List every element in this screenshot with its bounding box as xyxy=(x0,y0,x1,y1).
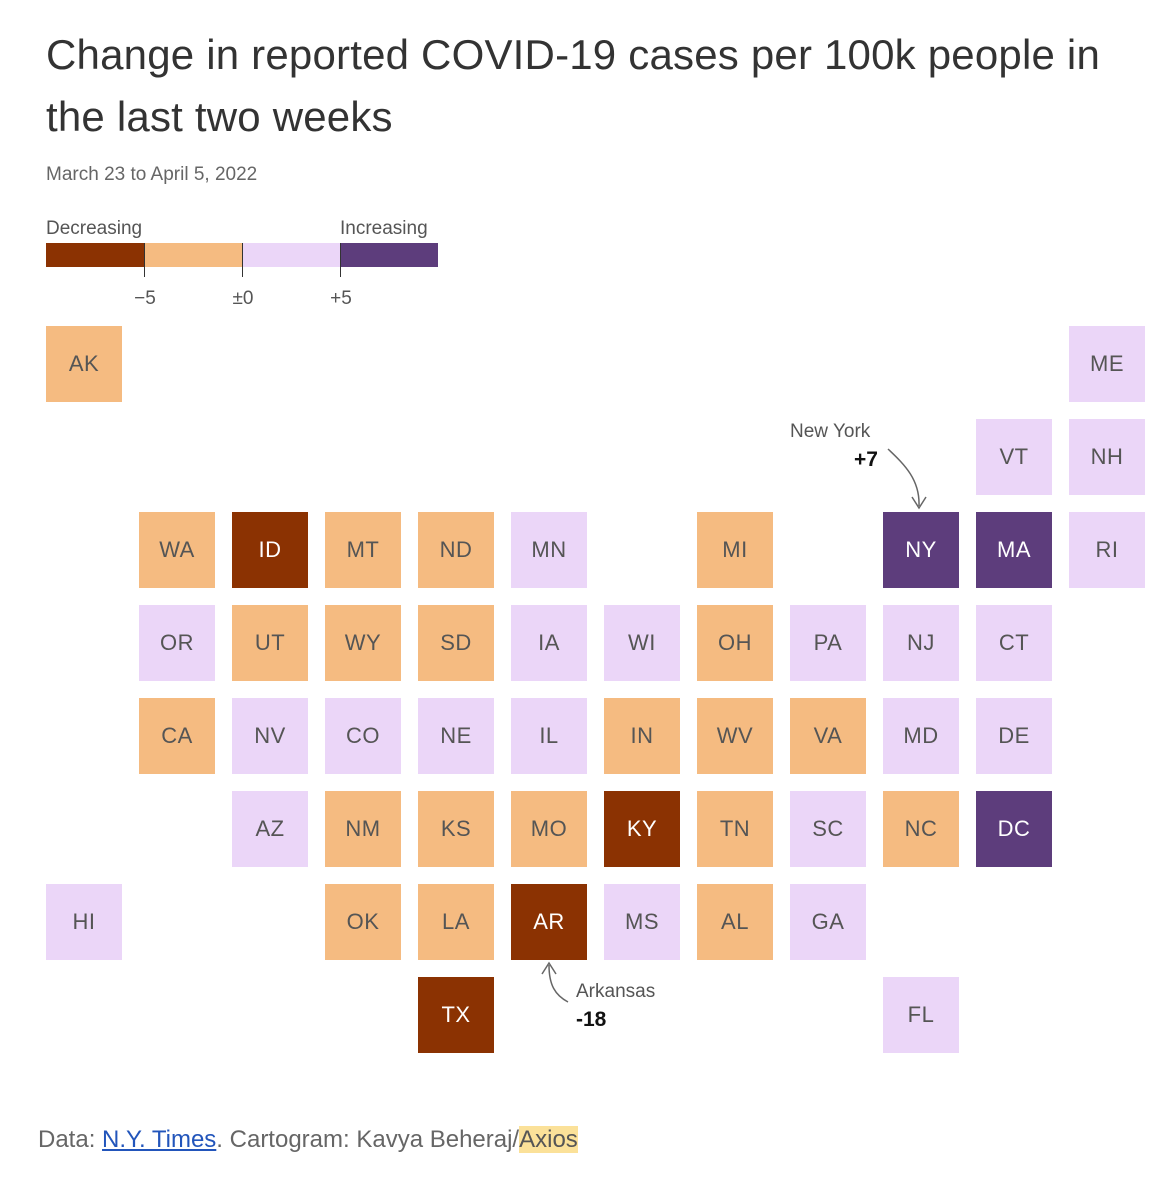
legend-tick-label: +5 xyxy=(330,288,352,309)
state-tile-ma[interactable]: MA xyxy=(976,512,1052,588)
state-tile-nj[interactable]: NJ xyxy=(883,605,959,681)
ny-annotation-arrow xyxy=(887,448,920,507)
state-tile-ia[interactable]: IA xyxy=(511,605,587,681)
state-tile-ct[interactable]: CT xyxy=(976,605,1052,681)
source-prefix: Data: xyxy=(38,1126,103,1153)
state-tile-id[interactable]: ID xyxy=(232,512,308,588)
state-tile-mt[interactable]: MT xyxy=(325,512,401,588)
legend-low-label: Decreasing xyxy=(46,218,143,239)
state-tile-de[interactable]: DE xyxy=(976,698,1052,774)
ny-arrowhead xyxy=(911,496,927,510)
axios-brand-link[interactable]: Axios xyxy=(519,1126,578,1153)
state-tile-tn[interactable]: TN xyxy=(697,791,773,867)
state-tile-ky[interactable]: KY xyxy=(604,791,680,867)
state-tile-vt[interactable]: VT xyxy=(976,419,1052,495)
ar-annotation-arrow xyxy=(548,964,569,1003)
state-tile-ne[interactable]: NE xyxy=(418,698,494,774)
state-tile-or[interactable]: OR xyxy=(139,605,215,681)
state-tile-ri[interactable]: RI xyxy=(1069,512,1145,588)
state-tile-ok[interactable]: OK xyxy=(325,884,401,960)
state-tile-mn[interactable]: MN xyxy=(511,512,587,588)
state-tile-ga[interactable]: GA xyxy=(790,884,866,960)
state-tile-ms[interactable]: MS xyxy=(604,884,680,960)
state-tile-tx[interactable]: TX xyxy=(418,977,494,1053)
state-tile-wi[interactable]: WI xyxy=(604,605,680,681)
state-tile-ak[interactable]: AK xyxy=(46,326,122,402)
state-tile-wy[interactable]: WY xyxy=(325,605,401,681)
state-tile-wv[interactable]: WV xyxy=(697,698,773,774)
state-tile-co[interactable]: CO xyxy=(325,698,401,774)
chart-subtitle: March 23 to April 5, 2022 xyxy=(46,164,258,185)
legend-tick-mark xyxy=(242,243,243,277)
state-tile-nd[interactable]: ND xyxy=(418,512,494,588)
legend-swatch-decrease xyxy=(144,243,242,267)
state-tile-in[interactable]: IN xyxy=(604,698,680,774)
state-tile-dc[interactable]: DC xyxy=(976,791,1052,867)
source-link[interactable]: N.Y. Times xyxy=(102,1126,217,1153)
credit-text: . Cartogram: Kavya Beheraj/ xyxy=(216,1126,520,1153)
state-tile-mi[interactable]: MI xyxy=(697,512,773,588)
state-tile-ks[interactable]: KS xyxy=(418,791,494,867)
state-tile-oh[interactable]: OH xyxy=(697,605,773,681)
legend-high-label: Increasing xyxy=(340,218,428,239)
state-tile-sc[interactable]: SC xyxy=(790,791,866,867)
ar-annotation-name: Arkansas xyxy=(576,981,656,1002)
legend-swatch-strong-decrease xyxy=(46,243,144,267)
ar-arrowhead xyxy=(541,961,557,975)
state-tile-me[interactable]: ME xyxy=(1069,326,1145,402)
state-tile-nh[interactable]: NH xyxy=(1069,419,1145,495)
state-tile-az[interactable]: AZ xyxy=(232,791,308,867)
state-tile-mo[interactable]: MO xyxy=(511,791,587,867)
state-tile-nv[interactable]: NV xyxy=(232,698,308,774)
state-tile-ny[interactable]: NY xyxy=(883,512,959,588)
state-tile-pa[interactable]: PA xyxy=(790,605,866,681)
state-tile-il[interactable]: IL xyxy=(511,698,587,774)
state-tile-nm[interactable]: NM xyxy=(325,791,401,867)
source-credit: Data: N.Y. Times. Cartogram: Kavya Beher… xyxy=(38,1126,578,1154)
state-tile-nc[interactable]: NC xyxy=(883,791,959,867)
chart-title: Change in reported COVID-19 cases per 10… xyxy=(46,31,1101,140)
ar-annotation-value: -18 xyxy=(576,1008,607,1031)
legend-tick-label: ±0 xyxy=(232,288,254,309)
state-tile-va[interactable]: VA xyxy=(790,698,866,774)
state-tile-la[interactable]: LA xyxy=(418,884,494,960)
state-tile-al[interactable]: AL xyxy=(697,884,773,960)
state-tile-ar[interactable]: AR xyxy=(511,884,587,960)
ny-annotation-value: +7 xyxy=(854,448,878,471)
state-tile-wa[interactable]: WA xyxy=(139,512,215,588)
legend-swatch-strong-increase xyxy=(340,243,438,267)
state-tile-sd[interactable]: SD xyxy=(418,605,494,681)
ny-annotation-name: New York xyxy=(790,421,871,442)
legend-tick-mark xyxy=(144,243,145,277)
legend-tick-label: −5 xyxy=(134,288,156,309)
state-tile-ut[interactable]: UT xyxy=(232,605,308,681)
state-tile-fl[interactable]: FL xyxy=(883,977,959,1053)
state-tile-md[interactable]: MD xyxy=(883,698,959,774)
legend-swatch-increase xyxy=(242,243,340,267)
legend-tick-mark xyxy=(340,243,341,277)
state-tile-hi[interactable]: HI xyxy=(46,884,122,960)
legend-color-bar xyxy=(46,243,438,267)
state-tile-ca[interactable]: CA xyxy=(139,698,215,774)
